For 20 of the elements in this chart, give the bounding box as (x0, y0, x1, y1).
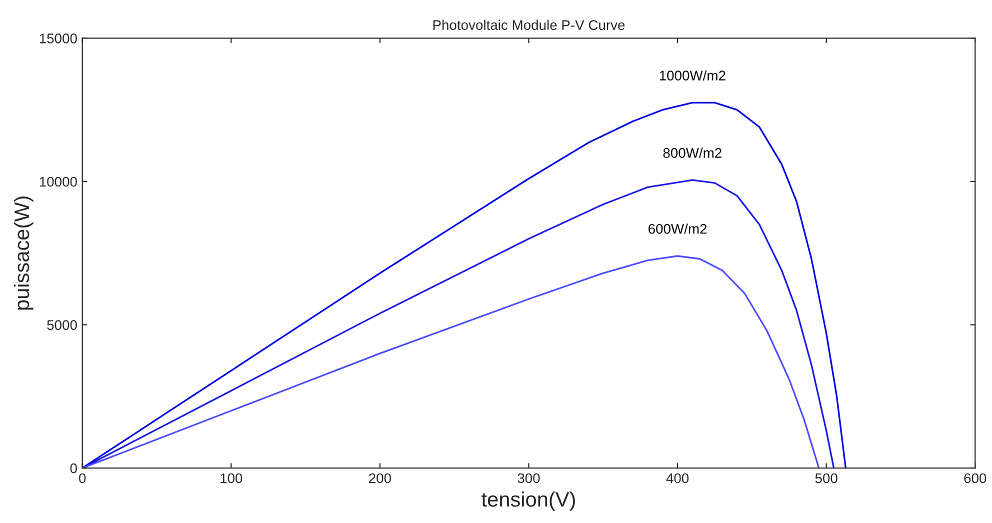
line-series (82, 255, 820, 468)
series-label: 800W/m2 (663, 148, 722, 158)
x-tick-label: 0 (79, 473, 86, 484)
x-tick-label: 300 (518, 473, 540, 484)
chart-title: Photovoltaic Module P-V Curve (433, 20, 625, 30)
line-series (82, 179, 835, 468)
line-series (82, 102, 847, 468)
x-axis-title: tension(V) (482, 491, 575, 511)
x-tick-label: 600 (964, 473, 986, 484)
y-tick-label: 5000 (47, 320, 77, 330)
x-tick-label: 500 (815, 473, 838, 484)
series-label: 600W/m2 (648, 224, 707, 234)
x-tick-label: 400 (666, 473, 689, 484)
series-label: 1000W/m2 (660, 70, 726, 80)
y-axis-title: puissace(W) (14, 196, 34, 310)
y-tick-label: 0 (70, 463, 77, 474)
x-tick-label: 100 (220, 473, 242, 484)
y-tick-label: 10000 (40, 176, 77, 187)
x-tick-label: 200 (369, 473, 391, 484)
y-tick-label: 15000 (40, 34, 77, 44)
